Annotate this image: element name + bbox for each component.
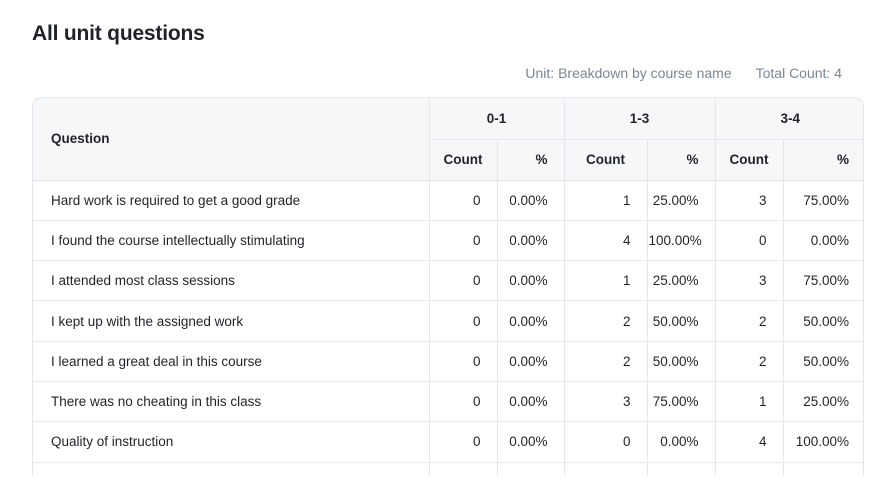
percent-cell: 50.00% (783, 341, 863, 382)
percent-cell: 0.00% (497, 421, 565, 463)
count-cell: 3 (564, 381, 648, 423)
count-cell: 0 (429, 381, 498, 423)
group-header-0-1: 0-1 (429, 98, 565, 140)
percent-cell: 75.00% (783, 260, 863, 302)
count-cell: 3 (715, 260, 784, 302)
unit-label: Unit: Breakdown by course name (525, 65, 732, 81)
table-row: I attended most class sessions 0 0.00% 1… (33, 260, 863, 302)
count-cell: 1 (564, 180, 648, 221)
percent-cell: 0.00% (497, 341, 565, 382)
percent-cell: 0.00% (497, 180, 565, 221)
percent-cell: 0.00% (497, 462, 565, 476)
question-cell: There was no cheating in this class (33, 381, 430, 423)
question-cell: I attended most class sessions (33, 260, 430, 302)
percent-cell: 25.00% (647, 180, 716, 221)
question-cell: Overall rating (33, 462, 430, 476)
count-cell: 2 (564, 341, 648, 382)
percent-cell: 50.00% (783, 300, 863, 342)
count-cell: 1 (715, 381, 784, 423)
count-cell: 2 (715, 300, 784, 342)
percent-cell: 50.00% (647, 300, 716, 342)
count-cell: 0 (429, 341, 498, 382)
count-cell: 0 (429, 421, 498, 463)
percent-column-header[interactable]: % (783, 139, 863, 181)
question-cell: Hard work is required to get a good grad… (33, 180, 430, 221)
total-count: Total Count: 4 (755, 65, 842, 81)
group-header-3-4: 3-4 (715, 98, 863, 140)
table-row: I learned a great deal in this course 0 … (33, 341, 863, 382)
count-cell: 2 (564, 300, 648, 342)
sub-header-row: Count % Count % Count % (33, 139, 863, 181)
percent-cell: 0.00% (647, 421, 716, 463)
percent-cell: 25.00% (647, 260, 716, 302)
percent-cell: 0.00% (497, 220, 565, 262)
percent-cell: 0.00% (783, 220, 863, 262)
percent-cell: 100.00% (783, 462, 863, 476)
percent-cell: 0.00% (497, 300, 565, 342)
percent-cell: 75.00% (783, 180, 863, 221)
questions-table: Question 0-1 1-3 3-4 Count % Count % Cou… (33, 98, 863, 476)
percent-cell: 50.00% (647, 341, 716, 382)
percent-cell: 0.00% (497, 381, 565, 423)
count-cell: 1 (564, 260, 648, 302)
questions-table-container[interactable]: Question 0-1 1-3 3-4 Count % Count % Cou… (32, 97, 864, 476)
count-column-header[interactable]: Count (429, 139, 498, 181)
table-row: Hard work is required to get a good grad… (33, 180, 863, 221)
group-header-1-3: 1-3 (564, 98, 716, 140)
count-cell: 4 (564, 220, 648, 262)
percent-column-header[interactable]: % (647, 139, 716, 181)
table-row: I kept up with the assigned work 0 0.00%… (33, 300, 863, 342)
count-cell: 0 (429, 180, 498, 221)
percent-cell: 100.00% (783, 421, 863, 463)
percent-cell: 0.00% (497, 260, 565, 302)
percent-cell: 100.00% (647, 220, 716, 262)
count-cell: 4 (715, 421, 784, 463)
group-header-row: Question 0-1 1-3 3-4 (33, 98, 863, 181)
count-cell: 2 (715, 341, 784, 382)
table-row: Quality of instruction 0 0.00% 0 0.00% 4… (33, 421, 863, 463)
question-cell: I learned a great deal in this course (33, 341, 430, 382)
count-cell: 0 (564, 421, 648, 463)
count-cell: 0 (429, 462, 498, 476)
table-row: There was no cheating in this class 0 0.… (33, 381, 863, 423)
percent-cell: 75.00% (647, 381, 716, 423)
page-title: All unit questions (32, 22, 205, 45)
table-body: Hard work is required to get a good grad… (33, 180, 863, 476)
question-cell: Quality of instruction (33, 421, 430, 463)
count-cell: 0 (429, 300, 498, 342)
summary-meta: Unit: Breakdown by course name Total Cou… (525, 65, 842, 81)
table-row: Overall rating 0 0.00% 0 0.00% 4 100.00% (33, 462, 863, 476)
count-cell: 4 (715, 462, 784, 476)
count-cell: 0 (564, 462, 648, 476)
count-column-header[interactable]: Count (564, 139, 648, 181)
count-cell: 0 (429, 260, 498, 302)
count-cell: 0 (715, 220, 784, 262)
question-cell: I kept up with the assigned work (33, 300, 430, 342)
count-cell: 0 (429, 220, 498, 262)
percent-cell: 25.00% (783, 381, 863, 423)
percent-column-header[interactable]: % (497, 139, 565, 181)
question-cell: I found the course intellectually stimul… (33, 220, 430, 262)
table-row: I found the course intellectually stimul… (33, 220, 863, 262)
count-cell: 3 (715, 180, 784, 221)
question-column-header[interactable]: Question (33, 98, 430, 181)
percent-cell: 0.00% (647, 462, 716, 476)
count-column-header[interactable]: Count (715, 139, 784, 181)
